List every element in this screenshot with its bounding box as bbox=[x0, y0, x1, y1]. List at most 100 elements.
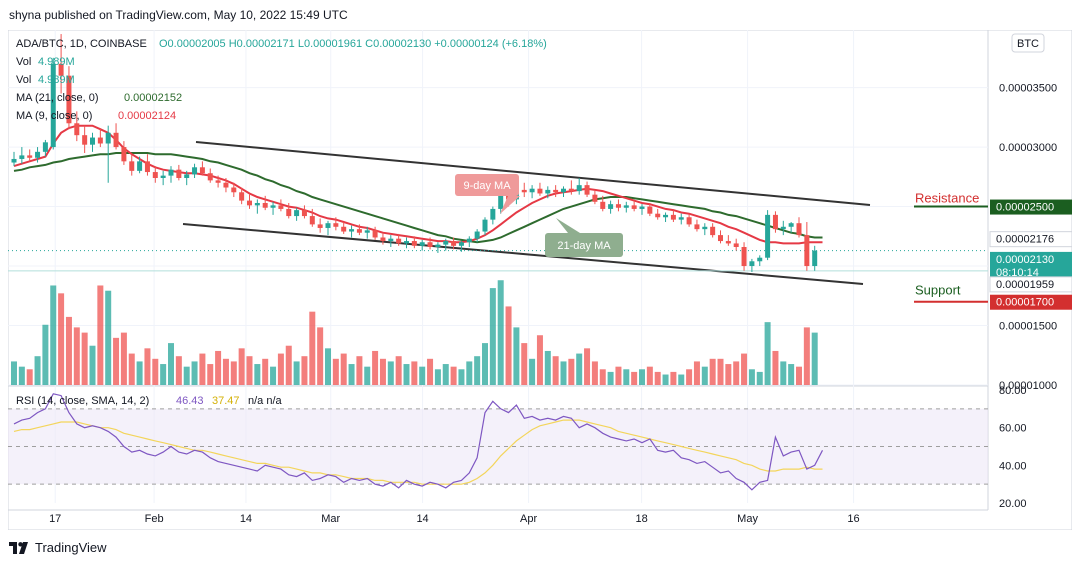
volume-bar bbox=[215, 350, 222, 385]
volume-bar bbox=[701, 366, 708, 385]
candle-body bbox=[686, 217, 692, 225]
candle-body bbox=[788, 223, 794, 227]
channel-upper-trendline bbox=[195, 141, 871, 206]
price-tick-label: 0.00001000 bbox=[999, 380, 1057, 392]
volume-bar bbox=[662, 374, 669, 385]
candle-body bbox=[710, 226, 716, 236]
candle-body bbox=[411, 241, 417, 246]
rsi-tick-label: 20.00 bbox=[999, 498, 1027, 510]
volume-bar bbox=[246, 356, 253, 385]
candle-body bbox=[294, 210, 300, 217]
legend-rsi-value: 46.43 bbox=[176, 395, 204, 407]
volume-bar bbox=[301, 356, 308, 385]
candle-body bbox=[466, 238, 472, 243]
volume-bar bbox=[811, 332, 818, 385]
candle-body bbox=[443, 241, 449, 245]
volume-bar bbox=[560, 361, 567, 385]
volume-bar bbox=[717, 358, 724, 385]
volume-bar bbox=[73, 327, 80, 385]
volume-bar bbox=[458, 369, 465, 385]
volume-bar bbox=[18, 366, 25, 385]
volume-bar bbox=[733, 361, 740, 385]
volume-bar bbox=[709, 358, 716, 385]
time-tick-label: 14 bbox=[240, 513, 252, 525]
candle-body bbox=[600, 201, 606, 209]
currency-button-label[interactable]: BTC bbox=[1017, 38, 1039, 50]
volume-bar bbox=[780, 361, 787, 385]
legend-ma9-value: 0.00002124 bbox=[118, 110, 176, 122]
tradingview-brand: TradingView bbox=[35, 540, 107, 555]
candle-body bbox=[74, 123, 80, 136]
rsi-tick-label: 80.00 bbox=[999, 385, 1027, 397]
candle-body bbox=[239, 192, 245, 201]
candle-body bbox=[168, 169, 174, 176]
volume-bar bbox=[654, 371, 661, 385]
candle-body bbox=[301, 210, 307, 217]
legend-ma21-value: 0.00002152 bbox=[124, 92, 182, 104]
candle-body bbox=[137, 161, 143, 171]
rsi-sma-line bbox=[13, 419, 823, 485]
volume-bar bbox=[230, 361, 237, 385]
volume-bar bbox=[568, 358, 575, 385]
volume-bar bbox=[686, 369, 693, 385]
volume-bar bbox=[497, 280, 504, 385]
volume-bar bbox=[482, 343, 488, 385]
candle-body bbox=[804, 235, 810, 267]
candle-body bbox=[725, 241, 731, 244]
candle-body bbox=[639, 206, 645, 209]
volume-bar bbox=[42, 324, 49, 385]
volume-bar bbox=[97, 285, 104, 385]
price-badge-countdown: 08:10:14 bbox=[996, 267, 1039, 279]
volume-bar bbox=[199, 353, 206, 385]
candle-body bbox=[451, 241, 457, 246]
candle-body bbox=[404, 241, 409, 244]
candle-body bbox=[380, 237, 386, 242]
volume-bar bbox=[748, 369, 755, 385]
volume-bar bbox=[317, 327, 324, 385]
volume-bar bbox=[348, 364, 355, 385]
volume-bar bbox=[505, 306, 512, 385]
volume-bar bbox=[372, 350, 379, 385]
volume-bar bbox=[285, 345, 292, 385]
legend-rsi-label: RSI (14, close, SMA, 14, 2) bbox=[16, 395, 149, 407]
candle-body bbox=[670, 214, 676, 220]
volume-bar bbox=[293, 361, 300, 385]
candle-body bbox=[58, 63, 64, 76]
candle-body bbox=[482, 219, 488, 232]
volume-bar bbox=[105, 290, 112, 385]
volume-bar bbox=[168, 343, 174, 385]
candle-body bbox=[529, 188, 535, 193]
candle-body bbox=[427, 242, 433, 247]
candle-body bbox=[184, 174, 190, 178]
candle-body bbox=[780, 226, 786, 230]
candle-body bbox=[419, 242, 425, 246]
volume-bar bbox=[584, 348, 591, 385]
volume-bar bbox=[113, 337, 120, 385]
candle-body bbox=[121, 147, 127, 162]
volume-bar bbox=[576, 353, 583, 385]
tradingview-logo-icon bbox=[9, 541, 28, 554]
legend-vol2-value: 4.989M bbox=[38, 74, 75, 86]
legend-ma9-label: MA (9, close, 0) bbox=[16, 110, 92, 122]
price-badge-label: 0.00002500 bbox=[996, 202, 1054, 214]
volume-bar bbox=[631, 371, 638, 385]
volume-bar bbox=[591, 361, 598, 385]
volume-bar bbox=[764, 322, 771, 385]
candle-body bbox=[247, 200, 252, 206]
volume-bar bbox=[270, 366, 277, 385]
candle-body bbox=[11, 158, 17, 163]
volume-bar bbox=[411, 361, 418, 385]
support-label: Support bbox=[915, 283, 961, 298]
candle-body bbox=[458, 242, 464, 246]
legend-vol2-label: Vol bbox=[16, 74, 31, 86]
time-tick-label: 14 bbox=[416, 513, 428, 525]
ma21-annotation-pointer bbox=[556, 218, 580, 233]
candle-body bbox=[35, 151, 41, 158]
rsi-tick-label: 40.00 bbox=[999, 460, 1027, 472]
candle-body bbox=[215, 180, 221, 183]
candle-body bbox=[521, 189, 527, 193]
candle-body bbox=[199, 167, 205, 174]
candle-body bbox=[749, 261, 755, 267]
volume-bar bbox=[379, 358, 386, 385]
currency-button[interactable] bbox=[1011, 33, 1045, 53]
